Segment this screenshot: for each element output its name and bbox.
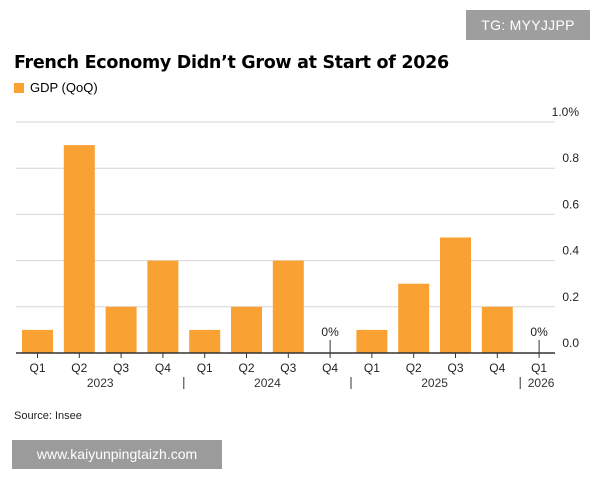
year-label: 2025: [421, 376, 448, 390]
x-tick-label: Q2: [71, 361, 87, 375]
x-tick-label: Q1: [29, 361, 45, 375]
year-label: 2026: [528, 376, 555, 390]
y-tick-label: 0.6: [562, 197, 579, 211]
x-tick-label: Q1: [531, 361, 547, 375]
x-tick-label: Q4: [489, 361, 505, 375]
bar: [356, 329, 388, 353]
legend-swatch: [14, 82, 24, 93]
data-label: 0%: [321, 325, 339, 339]
bar: [147, 260, 179, 353]
source-note: Source: Insee: [14, 410, 82, 422]
y-tick-label: 0.2: [562, 290, 579, 304]
y-tick-label: 0.8: [562, 151, 579, 165]
bar: [22, 329, 53, 353]
x-tick-label: Q2: [238, 361, 254, 375]
watermark-top: TG: MYYJJPP: [466, 10, 590, 40]
x-tick-label: Q3: [447, 361, 463, 375]
bar: [105, 306, 137, 353]
bar: [481, 306, 513, 353]
x-tick-label: Q3: [113, 361, 129, 375]
x-tick-label: Q2: [406, 361, 422, 375]
y-tick-label: 0.0: [562, 336, 579, 350]
bar: [63, 145, 95, 353]
x-tick-label: Q1: [364, 361, 380, 375]
chart-title: French Economy Didn’t Grow at Start of 2…: [14, 53, 449, 73]
year-label: 2024: [254, 376, 281, 390]
bar: [231, 306, 262, 353]
y-tick-label: 0.4: [562, 244, 579, 258]
x-tick-label: Q4: [322, 361, 338, 375]
bar: [189, 329, 221, 353]
y-tick-label: 1.0%: [552, 105, 580, 119]
watermark-bottom: www.kaiyunpingtaizh.com: [12, 440, 222, 469]
x-tick-label: Q4: [155, 361, 171, 375]
x-tick-label: Q3: [280, 361, 296, 375]
bar: [398, 283, 430, 353]
bar: [272, 260, 304, 353]
x-tick-label: Q1: [197, 361, 213, 375]
bar: [440, 237, 471, 353]
legend: GDP (QoQ): [14, 80, 98, 95]
year-label: 2023: [87, 376, 114, 390]
data-label: 0%: [530, 325, 548, 339]
legend-label: GDP (QoQ): [30, 80, 98, 95]
